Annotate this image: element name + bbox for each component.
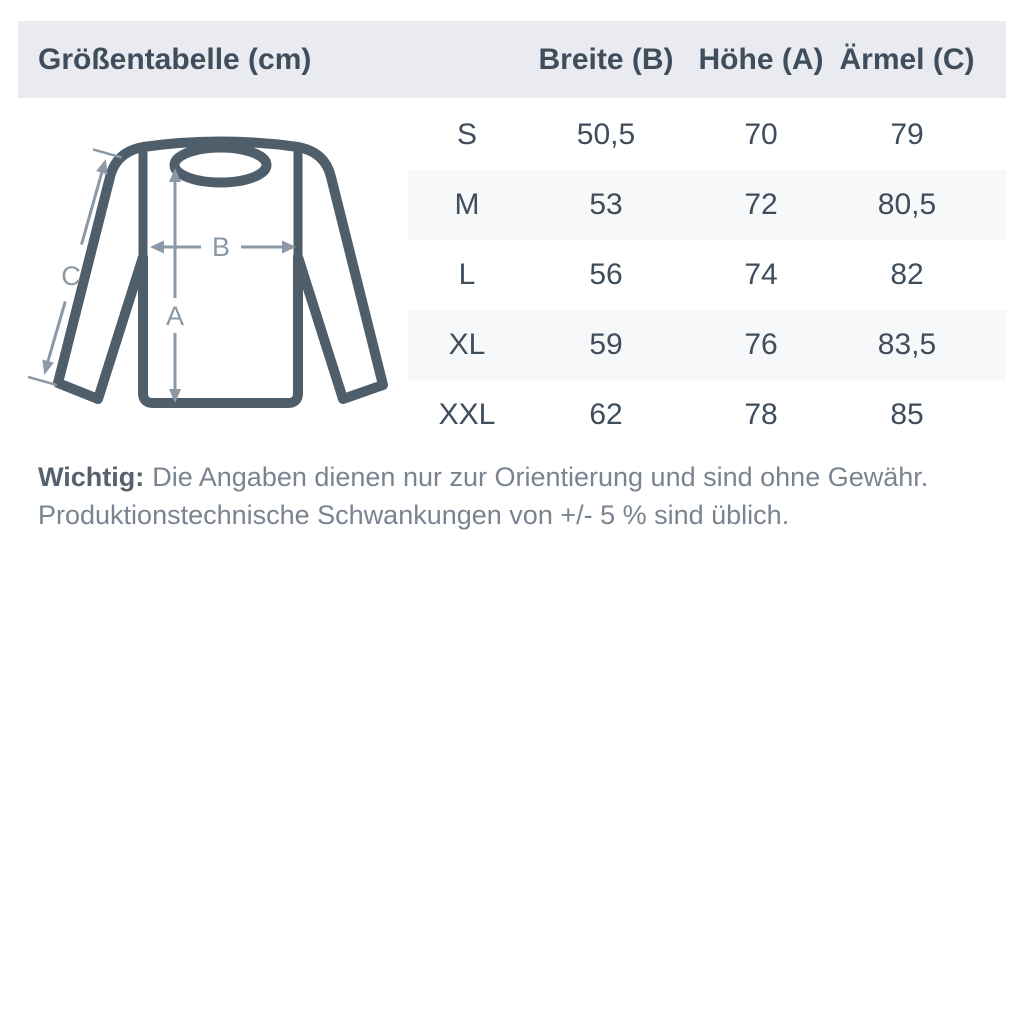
label-a: A — [166, 301, 184, 331]
table-row-xl: XL 59 76 83,5 — [408, 310, 1006, 380]
body-seam-lines — [138, 143, 303, 264]
size-cell: S — [456, 118, 477, 151]
disclaimer-note: Wichtig: Die Angaben dienen nur zur Orien… — [38, 458, 988, 534]
disclaimer-label: Wichtig: — [38, 462, 145, 492]
hoehe-cell: 78 — [744, 398, 778, 431]
sleeve-dimension-ticks — [27, 148, 123, 387]
arrowhead-left-icon — [150, 240, 164, 254]
collar-shape — [169, 142, 272, 188]
breite-cell: 50,5 — [576, 118, 636, 151]
column-header-hoehe: Höhe (A) — [698, 42, 824, 76]
breite-cell: 62 — [589, 398, 623, 431]
arrowhead-down-icon — [169, 389, 181, 403]
size-cell: XXL — [438, 398, 496, 431]
label-b: B — [212, 232, 230, 262]
page-title: Größentabelle (cm) — [38, 42, 312, 76]
size-cell: L — [458, 258, 476, 291]
arrowhead-up-icon — [169, 168, 181, 182]
table-row-m: M 53 72 80,5 — [408, 170, 1006, 240]
aermel-cell: 85 — [890, 398, 924, 431]
table-header-band: Größentabelle (cm) Breite (B) Höhe (A) Ä… — [18, 21, 1006, 98]
disclaimer-line-2: Produktionstechnische Schwankungen von +… — [38, 500, 790, 530]
table-row-l: L 56 74 82 — [408, 240, 1006, 310]
column-header-aermel: Ärmel (C) — [839, 42, 975, 76]
aermel-cell: 82 — [890, 258, 924, 291]
sweater-measurement-diagram: A B C — [27, 136, 388, 408]
size-cell: XL — [448, 328, 486, 361]
hoehe-cell: 72 — [744, 188, 778, 221]
arrowhead-upper-icon — [96, 159, 108, 175]
hoehe-cell: 70 — [744, 118, 778, 151]
arrowhead-lower-icon — [42, 359, 54, 375]
arrowhead-right-icon — [282, 240, 296, 254]
breite-cell: 56 — [589, 258, 623, 291]
table-row-xxl: XXL 62 78 85 — [408, 380, 1006, 450]
table-row-s: S 50,5 70 79 — [408, 100, 1006, 170]
breite-cell: 59 — [589, 328, 623, 361]
aermel-cell: 83,5 — [877, 328, 937, 361]
disclaimer-line-1: Wichtig: Die Angaben dienen nur zur Orien… — [38, 458, 988, 496]
size-cell: M — [454, 188, 480, 221]
aermel-cell: 79 — [890, 118, 924, 151]
disclaimer-text-1: Die Angaben dienen nur zur Orientierung … — [152, 462, 929, 492]
label-c: C — [61, 261, 81, 291]
size-table-body: S 50,5 70 79 M 53 72 80,5 L 56 74 82 XL … — [408, 100, 1006, 450]
column-header-breite: Breite (B) — [538, 42, 674, 76]
breite-cell: 53 — [589, 188, 623, 221]
aermel-cell: 80,5 — [877, 188, 937, 221]
hoehe-cell: 74 — [744, 258, 778, 291]
hoehe-cell: 76 — [744, 328, 778, 361]
sleeve-arrow-c — [44, 162, 106, 369]
